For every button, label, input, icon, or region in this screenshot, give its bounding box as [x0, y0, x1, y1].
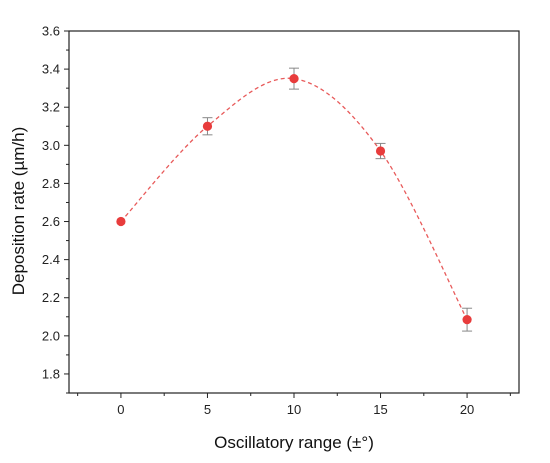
y-tick-label: 1.8 — [42, 366, 60, 381]
x-tick-label: 5 — [204, 402, 211, 417]
y-axis-title: Deposition rate (µm/h) — [9, 127, 28, 296]
y-tick-label: 2.0 — [42, 328, 60, 343]
x-tick-label: 15 — [373, 402, 387, 417]
data-point — [116, 216, 126, 227]
data-point — [375, 146, 386, 156]
y-tick-label: 2.8 — [42, 176, 60, 191]
y-tick-label: 3.6 — [42, 24, 60, 39]
x-tick-label: 0 — [117, 402, 124, 417]
fit-curve — [120, 77, 468, 320]
data-point — [289, 74, 299, 84]
data-point — [202, 121, 213, 131]
y-tick-label: 2.2 — [42, 290, 60, 305]
x-tick-label: 20 — [460, 402, 474, 417]
y-tick-label: 3.0 — [42, 138, 60, 153]
y-tick-label: 3.4 — [42, 62, 60, 77]
y-tick-label: 3.2 — [42, 100, 60, 115]
y-tick-label: 2.6 — [42, 214, 60, 229]
y-tick-label: 2.4 — [42, 252, 60, 267]
x-tick-label: 10 — [287, 402, 301, 417]
x-axis-title: Oscillatory range (±°) — [214, 433, 374, 452]
data-point — [462, 315, 472, 325]
